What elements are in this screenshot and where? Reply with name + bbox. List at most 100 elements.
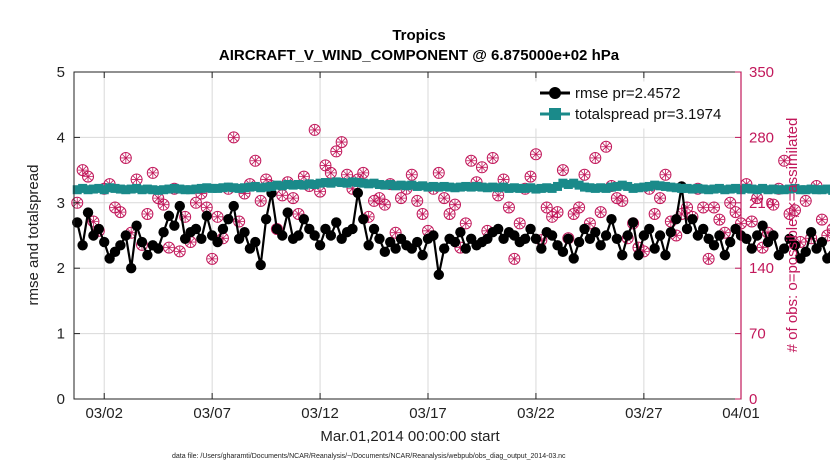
totalspread-point <box>677 183 687 193</box>
obs-possible-marker <box>287 192 300 205</box>
totalspread-point <box>423 182 433 192</box>
y-tick-label-left: 0 <box>57 391 65 408</box>
obs-assimilated-marker <box>228 132 239 143</box>
legend-box <box>531 81 731 129</box>
totalspread-point <box>207 183 217 193</box>
obs-possible-marker <box>173 245 186 258</box>
totalspread-point <box>731 183 741 193</box>
y-axis-label-right: # of obs: o=possible; ×=assimilated <box>784 118 801 353</box>
totalspread-point <box>655 181 665 191</box>
chart-title-line1: Tropics <box>392 27 445 44</box>
obs-possible-marker <box>211 210 224 223</box>
obs-possible-marker <box>146 166 159 179</box>
obs-marker <box>729 206 742 219</box>
obs-assimilated-marker <box>196 188 207 199</box>
obs-assimilated-marker <box>412 195 423 206</box>
y-tick-label-right: 70 <box>749 326 766 343</box>
y-tick-label-left: 2 <box>57 260 65 277</box>
obs-marker <box>87 215 100 228</box>
obs-assimilated-marker <box>207 253 218 264</box>
rmse-point <box>136 236 148 248</box>
rmse-point <box>374 233 385 244</box>
rmse-point <box>611 233 623 244</box>
series-lines <box>72 177 830 280</box>
obs-count-markers <box>71 123 830 265</box>
totalspread-point <box>526 183 536 193</box>
obs-possible-marker <box>405 168 418 181</box>
obs-marker <box>513 217 526 230</box>
rmse-point <box>687 213 698 225</box>
totalspread-point <box>202 183 212 193</box>
y-tick-label-right: 210 <box>749 195 774 212</box>
totalspread-point <box>326 178 336 188</box>
obs-assimilated-marker <box>358 167 369 178</box>
obs-marker <box>486 151 499 164</box>
rmse-point <box>174 200 185 212</box>
totalspread-point <box>369 178 379 188</box>
legend-rmse-label: rmse pr=2.4572 <box>575 85 680 102</box>
totalspread-point <box>272 180 282 190</box>
obs-assimilated-marker <box>530 149 541 160</box>
obs-assimilated-marker <box>363 211 374 222</box>
obs-assimilated-marker <box>655 193 665 204</box>
rmse-point <box>778 243 790 254</box>
rmse-point <box>525 223 536 235</box>
obs-assimilated-marker <box>557 165 568 176</box>
totalspread-point <box>601 183 611 193</box>
rmse-point <box>93 223 105 235</box>
obs-assimilated-marker <box>450 199 460 210</box>
totalspread-point <box>250 181 260 191</box>
totalspread-point <box>520 183 530 193</box>
obs-marker <box>589 151 602 164</box>
obs-assimilated-marker <box>504 202 514 213</box>
obs-assimilated-marker <box>433 167 444 178</box>
totalspread-point <box>709 184 719 194</box>
obs-marker <box>659 168 672 181</box>
rmse-point <box>282 207 293 218</box>
totalspread-point <box>644 181 654 191</box>
rmse-point <box>77 240 88 251</box>
obs-assimilated-marker <box>158 199 169 210</box>
rmse-point <box>314 240 326 251</box>
rmse-point <box>719 249 731 261</box>
obs-assimilated-marker <box>541 202 552 213</box>
totalspread-point <box>186 185 196 195</box>
obs-possible-marker <box>249 154 262 167</box>
obs-possible-marker <box>486 151 499 164</box>
obs-assimilated-marker <box>579 169 590 180</box>
obs-possible-marker <box>529 148 542 161</box>
totalspread-point <box>493 183 503 193</box>
totalspread-point <box>407 180 417 190</box>
obs-assimilated-marker <box>817 214 827 225</box>
obs-marker <box>330 145 343 158</box>
obs-marker <box>524 170 537 183</box>
rmse-point <box>644 223 655 235</box>
obs-possible-marker <box>438 192 451 205</box>
totalspread-point <box>612 181 622 191</box>
obs-assimilated-marker <box>444 209 455 219</box>
rmse-point <box>363 240 374 251</box>
obs-assimilated-marker <box>757 242 768 253</box>
totalspread-point <box>477 182 487 192</box>
obs-assimilated-marker <box>239 188 250 199</box>
obs-marker <box>319 159 332 172</box>
obs-possible-marker <box>540 201 553 214</box>
obs-marker <box>335 136 348 149</box>
totalspread-point <box>83 185 93 195</box>
obs-possible-marker <box>713 213 726 226</box>
rmse-point <box>331 217 342 228</box>
totalspread-point <box>304 179 314 189</box>
rmse-point <box>725 236 736 248</box>
obs-possible-marker <box>600 140 613 153</box>
obs-assimilated-marker <box>660 169 671 180</box>
totalspread-point <box>650 180 660 190</box>
totalspread-point <box>472 181 482 191</box>
rmse-point <box>433 269 444 280</box>
rmse-point <box>579 223 590 235</box>
rmse-point <box>99 236 110 248</box>
rmse-point <box>212 236 223 248</box>
totalspread-point <box>795 185 805 195</box>
obs-assimilated-marker <box>379 199 390 210</box>
rmse-point <box>665 227 677 238</box>
obs-assimilated-marker <box>633 242 644 253</box>
